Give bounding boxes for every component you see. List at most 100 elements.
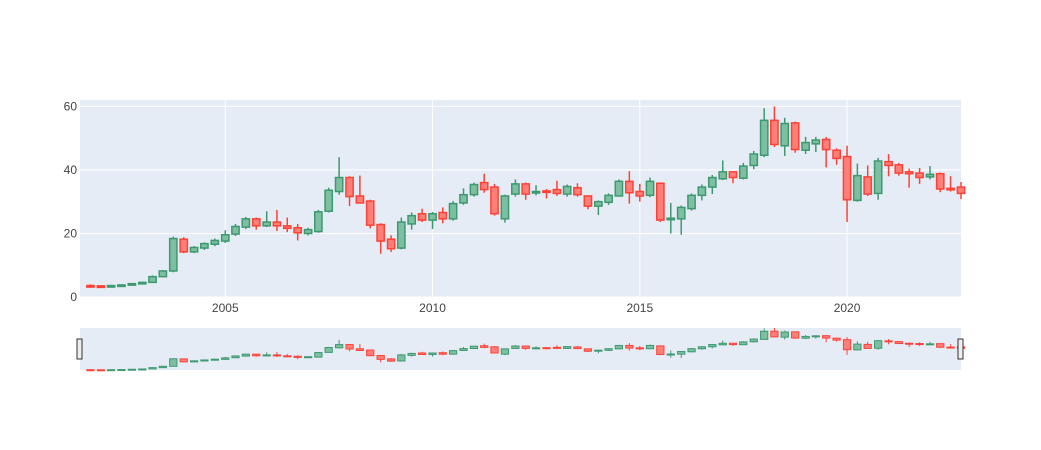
mini-candle-2008-10-01 <box>376 355 385 363</box>
candle-body <box>904 171 914 175</box>
mini-candle-body <box>863 343 872 349</box>
mini-candle-2008-04-01 <box>355 344 365 351</box>
candle-2007-04-01 <box>313 209 323 233</box>
mini-candle-2020-10-01 <box>874 339 883 350</box>
mini-candle-body <box>542 347 551 350</box>
mini-candle-2013-04-01 <box>563 346 572 349</box>
candle-2005-07-01 <box>241 216 251 230</box>
candle-body <box>324 189 334 212</box>
mini-candle-2021-04-01 <box>894 341 903 345</box>
mini-candle-2002-04-01 <box>106 369 116 372</box>
candle-2003-04-01 <box>148 275 157 284</box>
mini-candle-2018-04-01 <box>770 328 779 338</box>
mini-candle-body <box>438 352 447 355</box>
range-slider-left-handle[interactable] <box>76 338 83 360</box>
mini-candle-2011-01-01 <box>469 345 479 350</box>
candle-2018-01-01 <box>759 108 769 158</box>
mini-candle-2021-01-01 <box>884 339 893 345</box>
mini-candle-body <box>656 345 665 355</box>
candle-body <box>542 190 551 194</box>
candle-body <box>573 186 582 196</box>
candle-body <box>697 186 707 197</box>
candle-body <box>438 211 448 220</box>
range-slider-background[interactable] <box>80 328 961 370</box>
candle-2019-04-01 <box>811 136 821 153</box>
candle-2011-01-01 <box>469 182 479 197</box>
mini-candle-body <box>511 345 520 349</box>
candle-2013-01-01 <box>552 180 562 196</box>
candle-2007-07-01 <box>324 187 334 213</box>
candle-2013-10-01 <box>583 195 593 210</box>
candle-2004-10-01 <box>210 238 220 247</box>
mini-candle-2018-07-01 <box>780 330 789 340</box>
mini-candle-body <box>728 342 738 346</box>
candle-body <box>749 153 759 167</box>
y-tick-label-40: 40 <box>64 163 78 177</box>
mini-candle-body <box>666 353 675 356</box>
mini-candle-2016-10-01 <box>708 343 717 349</box>
candle-body <box>417 213 427 221</box>
mini-candle-body <box>687 348 696 353</box>
candle-body <box>707 176 717 188</box>
range-slider-right-handle[interactable] <box>957 338 964 360</box>
candle-2014-10-01 <box>624 171 634 204</box>
mini-candle-2019-07-01 <box>822 335 831 343</box>
candle-2009-01-01 <box>386 235 396 252</box>
candle-body <box>562 185 572 195</box>
candle-body <box>842 155 852 201</box>
mini-candle-body <box>231 355 240 359</box>
candle-2021-07-01 <box>904 168 914 188</box>
candle-2001-10-01 <box>86 284 95 288</box>
candle-body <box>593 200 603 207</box>
candle-2022-07-01 <box>946 176 955 192</box>
candle-body <box>915 172 924 179</box>
mini-candle-2016-07-01 <box>697 346 707 350</box>
candle-body <box>531 190 541 194</box>
candle-body <box>925 173 935 178</box>
candle-2009-07-01 <box>407 212 417 230</box>
candle-body <box>200 242 209 249</box>
candle-2002-07-01 <box>117 284 126 288</box>
candle-body <box>801 141 810 151</box>
mini-candle-body <box>801 335 810 339</box>
mini-candle-2012-10-01 <box>542 347 551 350</box>
mini-candle-2014-07-01 <box>614 344 624 350</box>
candle-body <box>946 187 955 191</box>
mini-candle-body <box>645 344 655 350</box>
candle-2014-01-01 <box>593 200 603 216</box>
mini-candle-2022-01-01 <box>925 341 935 346</box>
mini-candle-2022-07-01 <box>946 344 955 349</box>
mini-candle-2009-01-01 <box>386 358 396 362</box>
candle-2003-07-01 <box>158 269 168 278</box>
mini-candle-2012-01-01 <box>511 345 520 349</box>
candle-2010-01-01 <box>428 211 437 230</box>
range-slider[interactable] <box>76 328 966 372</box>
candle-2015-01-01 <box>635 183 645 202</box>
candle-body <box>676 206 686 220</box>
candle-body <box>759 119 769 157</box>
mini-candle-2017-04-01 <box>728 342 738 346</box>
mini-candle-2020-01-01 <box>842 337 852 355</box>
mini-candle-body <box>894 341 903 345</box>
mini-candle-body <box>708 344 717 348</box>
mini-candle-2014-10-01 <box>625 343 634 351</box>
candle-body <box>262 221 272 227</box>
candle-body <box>365 200 375 226</box>
candle-body <box>935 172 945 190</box>
candle-2002-01-01 <box>96 285 106 289</box>
mini-candle-2010-04-01 <box>438 351 447 356</box>
mini-candle-body <box>189 360 199 363</box>
candle-2010-10-01 <box>459 188 468 205</box>
main-candles <box>86 106 966 289</box>
candle-body <box>158 270 168 278</box>
mini-candle-body <box>86 369 95 372</box>
mini-candle-body <box>345 344 354 350</box>
mini-candle-body <box>386 358 396 362</box>
candle-body <box>687 194 696 210</box>
mini-candle-2006-07-01 <box>283 353 292 358</box>
candle-2011-04-01 <box>479 173 489 193</box>
mini-candle-2013-01-01 <box>552 345 562 349</box>
candle-2018-07-01 <box>780 117 790 156</box>
mini-candle-2017-01-01 <box>718 340 727 346</box>
